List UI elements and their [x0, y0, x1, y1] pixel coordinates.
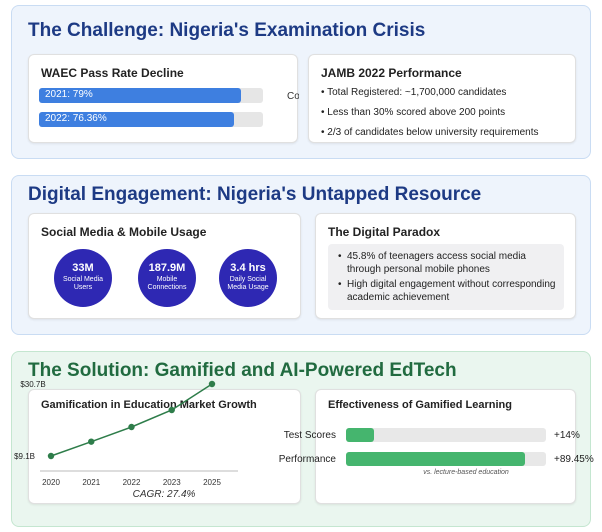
paradox-item: High digital engagement without correspo… — [338, 278, 558, 304]
waec-bar-2021: 2021: 79% — [39, 88, 263, 103]
eff-bar-test-scores — [346, 428, 546, 442]
paradox-list: 45.8% of teenagers access social media t… — [338, 250, 558, 306]
stat-label-line2: Users — [73, 284, 93, 291]
stat-label-line1: Social Media — [62, 276, 104, 283]
digital-section: Digital Engagement: Nigeria's Untapped R… — [11, 175, 591, 335]
waec-bar-fill-2022: 2022: 76.36% — [39, 112, 235, 127]
stat-label-line1: Mobile — [156, 276, 178, 283]
usage-card: Social Media & Mobile Usage 33M Social M… — [28, 213, 301, 319]
waec-title: WAEC Pass Rate Decline — [41, 66, 184, 80]
eff-bar-performance — [346, 452, 546, 466]
eff-fill-performance — [346, 452, 525, 466]
waec-bar-label-2021: 2021: 79% — [45, 89, 93, 100]
paradox-box: 45.8% of teenagers access social media t… — [328, 244, 564, 310]
effectiveness-card: Effectiveness of Gamified Learning Test … — [279, 389, 594, 504]
stat-value: 3.4 hrs — [230, 262, 266, 274]
market-card: Gamification in Education Market Growth — [28, 389, 301, 504]
usage-title: Social Media & Mobile Usage — [41, 225, 207, 239]
effectiveness-title: Effectiveness of Gamified Learning — [328, 399, 512, 411]
eff-fill-test-scores — [346, 428, 374, 442]
eff-value-performance: +89.45% — [554, 454, 594, 465]
eff-label-performance: Performance — [278, 454, 336, 465]
stat-label-line1: Daily Social — [229, 276, 267, 283]
stat-circle-mobile-connections: 187.9M Mobile Connections — [138, 249, 196, 307]
market-title: Gamification in Education Market Growth — [41, 399, 257, 411]
stat-label-line2: Connections — [147, 284, 187, 291]
jamb-list: • Total Registered: ~1,700,000 candidate… — [321, 86, 539, 146]
eff-label-test-scores: Test Scores — [283, 430, 336, 441]
stat-circle-daily-usage: 3.4 hrs Daily Social Media Usage — [219, 249, 277, 307]
jamb-item: • 2/3 of candidates below university req… — [321, 127, 539, 138]
jamb-title: JAMB 2022 Performance — [321, 66, 462, 80]
waec-overflow-text: Continu — [287, 91, 299, 102]
challenge-title: The Challenge: Nigeria's Examination Cri… — [28, 20, 426, 41]
jamb-card: JAMB 2022 Performance • Total Registered… — [308, 54, 576, 143]
paradox-title: The Digital Paradox — [328, 225, 441, 239]
waec-bar-label-2022: 2022: 76.36% — [45, 113, 107, 124]
stat-value: 33M — [72, 262, 94, 274]
stat-label-line2: Media Usage — [227, 284, 269, 291]
eff-note: vs. lecture-based education — [423, 469, 509, 476]
paradox-item: 45.8% of teenagers access social media t… — [338, 250, 558, 276]
solution-section: The Solution: Gamified and AI-Powered Ed… — [11, 351, 594, 527]
stat-value: 187.9M — [148, 262, 186, 274]
jamb-item: • Less than 30% scored above 200 points — [321, 107, 506, 118]
waec-card: WAEC Pass Rate Decline 2021: 79% 2022: 7… — [28, 54, 299, 143]
waec-bar-fill-2021: 2021: 79% — [39, 88, 242, 103]
paradox-card: The Digital Paradox 45.8% of teenagers a… — [315, 213, 576, 319]
waec-bar-2022: 2022: 76.36% — [39, 112, 263, 127]
solution-title: The Solution: Gamified and AI-Powered Ed… — [28, 360, 457, 381]
jamb-item: • Total Registered: ~1,700,000 candidate… — [321, 87, 507, 98]
eff-value-test-scores: +14% — [554, 430, 580, 441]
stat-circle-social-media-users: 33M Social Media Users — [54, 249, 112, 307]
digital-title: Digital Engagement: Nigeria's Untapped R… — [28, 184, 482, 205]
challenge-section: The Challenge: Nigeria's Examination Cri… — [11, 5, 591, 159]
